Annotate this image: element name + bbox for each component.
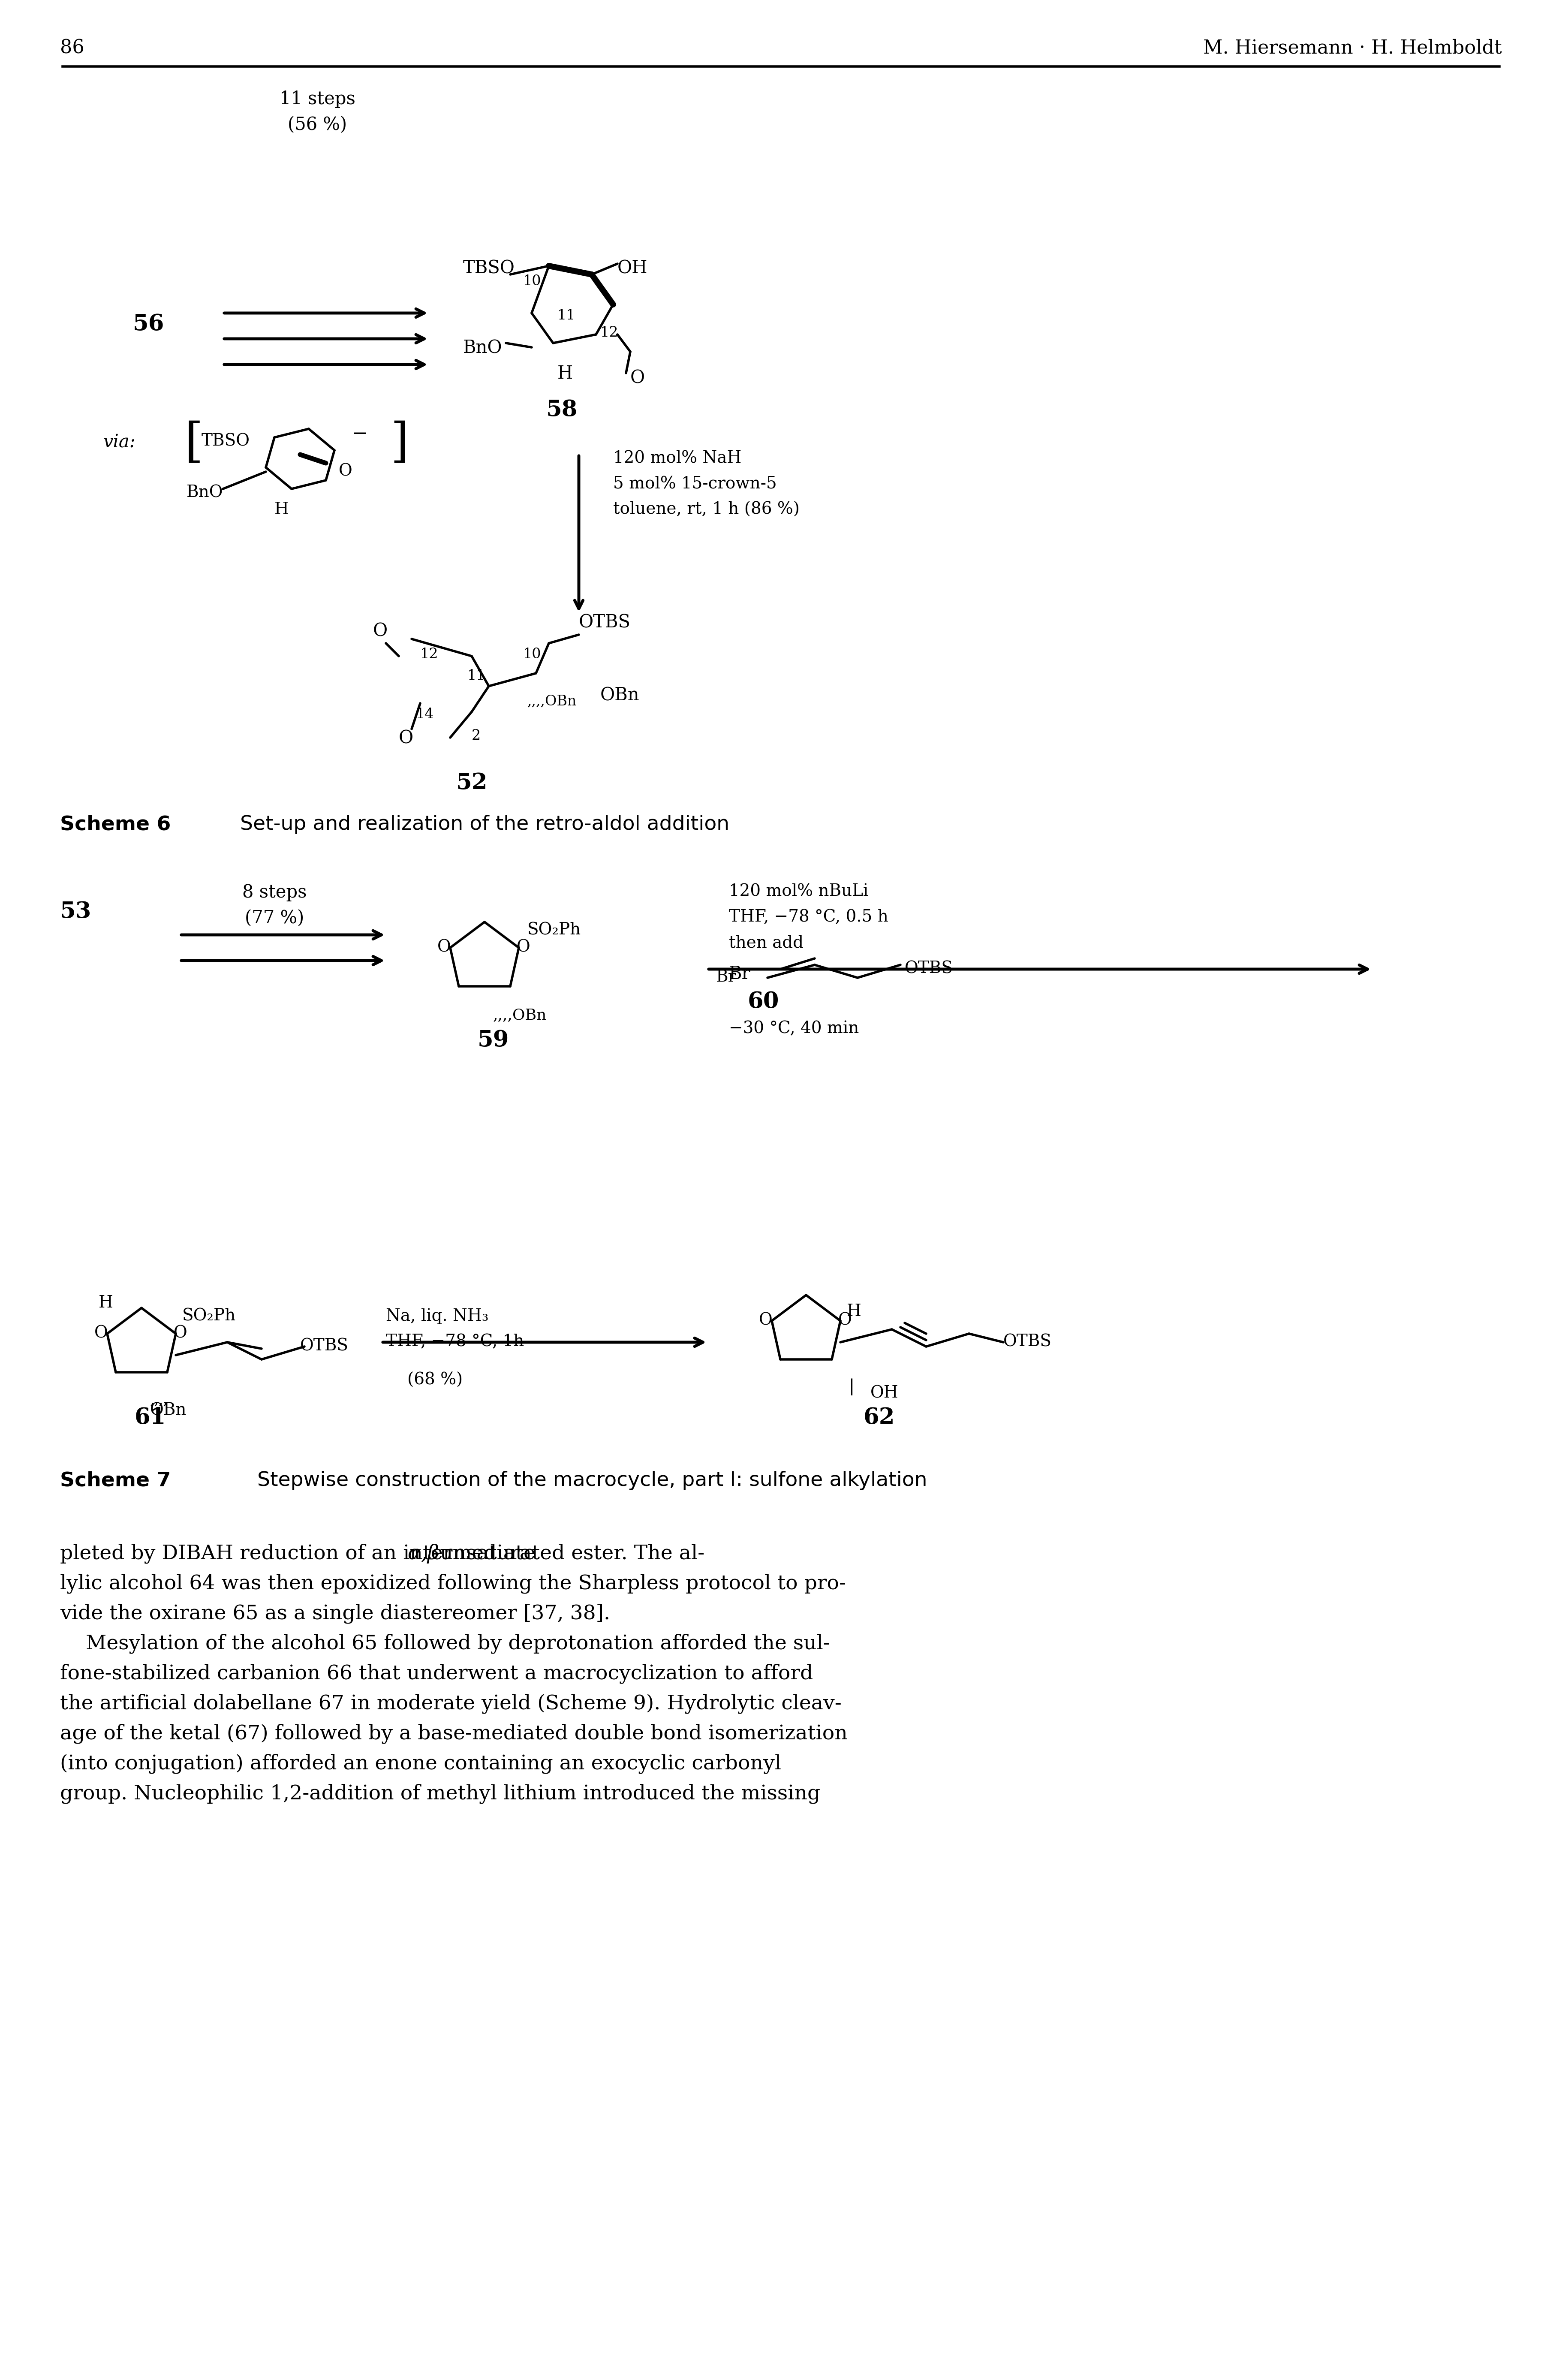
Text: ,,,,: ,,,, <box>150 1395 169 1407</box>
Text: H: H <box>275 502 289 516</box>
Text: Scheme 6: Scheme 6 <box>59 814 170 833</box>
Text: OBn: OBn <box>150 1402 187 1418</box>
Text: (into conjugation) afforded an enone containing an exocyclic carbonyl: (into conjugation) afforded an enone con… <box>59 1754 781 1773</box>
Text: 11: 11 <box>467 669 486 683</box>
Text: THF, −78 °C, 1h: THF, −78 °C, 1h <box>386 1333 525 1349</box>
Text: pleted by DIBAH reduction of an intermediate: pleted by DIBAH reduction of an intermed… <box>59 1545 542 1564</box>
Text: Set-up and realization of the retro-aldol addition: Set-up and realization of the retro-aldo… <box>241 814 729 833</box>
Text: (68 %): (68 %) <box>408 1373 462 1388</box>
Text: 12: 12 <box>420 647 439 662</box>
Text: vide the oxirane 65 as a single diastereomer [37, 38].: vide the oxirane 65 as a single diastere… <box>59 1604 611 1623</box>
Text: −30 °C, 40 min: −30 °C, 40 min <box>729 1021 859 1035</box>
Text: O: O <box>94 1326 108 1340</box>
Text: 52: 52 <box>456 771 487 795</box>
Text: OH: OH <box>617 259 648 278</box>
Text: 61: 61 <box>134 1407 166 1428</box>
Text: TBSO: TBSO <box>201 433 250 450</box>
Text: M. Hiersemann · H. Helmboldt: M. Hiersemann · H. Helmboldt <box>1203 38 1503 57</box>
Text: O: O <box>437 940 451 954</box>
Text: 11 steps: 11 steps <box>280 90 355 107</box>
Text: group. Nucleophilic 1,2-addition of methyl lithium introduced the missing: group. Nucleophilic 1,2-addition of meth… <box>59 1785 820 1804</box>
Text: age of the ketal (67) followed by a base-mediated double bond isomerization: age of the ketal (67) followed by a base… <box>59 1723 848 1745</box>
Text: OTBS: OTBS <box>300 1338 348 1354</box>
Text: Br: Br <box>729 964 751 983</box>
Text: 60: 60 <box>748 990 779 1012</box>
Text: Na, liq. NH₃: Na, liq. NH₃ <box>386 1309 489 1323</box>
Text: via:: via: <box>103 433 136 452</box>
Text: 62: 62 <box>864 1407 895 1428</box>
Text: 10: 10 <box>523 274 542 288</box>
Text: O: O <box>517 940 530 954</box>
Text: O: O <box>398 728 414 747</box>
Text: OH: OH <box>870 1385 898 1402</box>
Text: 5 mol% 15-crown-5: 5 mol% 15-crown-5 <box>614 476 776 493</box>
Text: OBn: OBn <box>600 685 639 704</box>
Text: OTBS: OTBS <box>904 962 953 976</box>
Text: ]: ] <box>390 421 409 466</box>
Text: (77 %): (77 %) <box>245 909 305 928</box>
Text: O: O <box>759 1311 773 1328</box>
Text: H: H <box>847 1304 861 1319</box>
Text: O: O <box>631 369 645 388</box>
Text: O: O <box>373 621 387 640</box>
Text: lylic alcohol 64 was then epoxidized following the Sharpless protocol to pro-: lylic alcohol 64 was then epoxidized fol… <box>59 1573 847 1595</box>
Text: O: O <box>339 464 353 478</box>
Text: 58: 58 <box>547 400 578 421</box>
Text: -unsaturated ester. The al-: -unsaturated ester. The al- <box>433 1545 704 1564</box>
Text: −: − <box>351 424 367 443</box>
Text: the artificial dolabellane 67 in moderate yield (Scheme 9). Hydrolytic cleav-: the artificial dolabellane 67 in moderat… <box>59 1695 842 1714</box>
Text: 10: 10 <box>523 647 542 662</box>
Text: OTBS: OTBS <box>580 614 631 631</box>
Text: 120 mol% nBuLi: 120 mol% nBuLi <box>729 883 868 900</box>
Text: 59: 59 <box>478 1028 509 1052</box>
Text: α,β: α,β <box>408 1545 439 1564</box>
Text: (56 %): (56 %) <box>287 117 347 133</box>
Text: SO₂Ph: SO₂Ph <box>183 1309 236 1323</box>
Text: [: [ <box>184 421 203 466</box>
Text: THF, −78 °C, 0.5 h: THF, −78 °C, 0.5 h <box>729 909 889 926</box>
Text: 53: 53 <box>59 900 92 923</box>
Text: 14: 14 <box>415 707 434 721</box>
Text: 8 steps: 8 steps <box>242 883 306 902</box>
Text: fone-stabilized carbanion 66 that underwent a macrocyclization to afford: fone-stabilized carbanion 66 that underw… <box>59 1664 814 1683</box>
Text: 86: 86 <box>59 38 84 57</box>
Text: 56: 56 <box>133 314 164 336</box>
Text: SO₂Ph: SO₂Ph <box>528 921 581 938</box>
Text: H: H <box>98 1295 112 1311</box>
Text: 120 mol% NaH: 120 mol% NaH <box>614 450 742 466</box>
Text: ,,,,OBn: ,,,,OBn <box>528 695 576 709</box>
Text: |: | <box>850 1378 854 1395</box>
Text: H: H <box>558 364 573 383</box>
Text: Br: Br <box>715 969 736 985</box>
Text: then add: then add <box>729 935 803 950</box>
Text: Mesylation of the alcohol 65 followed by deprotonation afforded the sul-: Mesylation of the alcohol 65 followed by… <box>59 1633 829 1654</box>
Text: ,,,,OBn: ,,,,OBn <box>494 1007 547 1023</box>
Text: O: O <box>173 1326 187 1340</box>
Text: toluene, rt, 1 h (86 %): toluene, rt, 1 h (86 %) <box>614 502 800 516</box>
Text: Scheme 7: Scheme 7 <box>59 1471 170 1490</box>
Text: Stepwise construction of the macrocycle, part I: sulfone alkylation: Stepwise construction of the macrocycle,… <box>258 1471 928 1490</box>
Text: O: O <box>839 1311 851 1328</box>
Text: BnO: BnO <box>186 486 223 500</box>
Text: 11: 11 <box>558 309 576 321</box>
Text: BnO: BnO <box>462 338 503 357</box>
Text: OTBS: OTBS <box>1003 1333 1051 1349</box>
Text: TBSO: TBSO <box>462 259 515 278</box>
Text: 2: 2 <box>472 728 481 743</box>
Text: 12: 12 <box>600 326 619 340</box>
